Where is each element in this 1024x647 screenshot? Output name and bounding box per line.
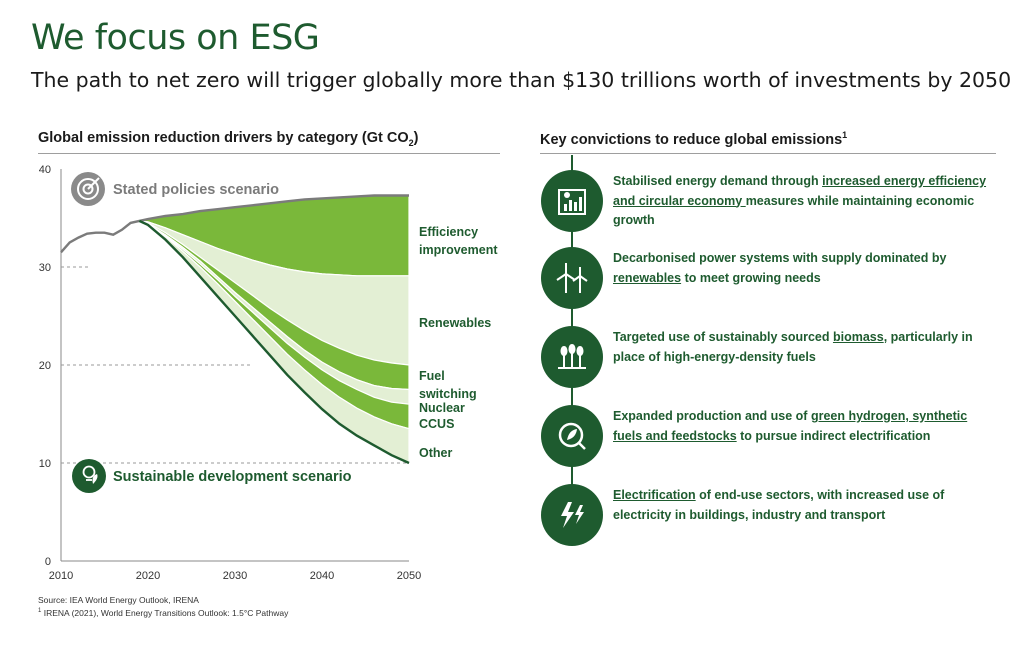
conviction-text: Stabilised energy demand through increas… [613,172,998,231]
chart-heading-subscript: 2 [408,137,414,148]
chart-heading-end: ) [413,130,419,146]
target-icon-arrow [87,177,100,190]
bulb-icon-glass [82,465,96,479]
conviction-highlight: renewables [613,270,682,285]
source-note: Source: IEA World Energy Outlook, IRENA … [38,595,288,619]
label-renewables: Renewables [419,316,491,330]
conviction-text-part: to pursue indirect electrification [736,428,931,443]
y-tick-label: 30 [39,262,51,274]
y-tick-label: 20 [39,360,51,372]
conviction-text-part: Expanded production and use of [613,409,811,423]
conviction-highlight: Electrification [613,488,696,502]
x-tick-label: 2050 [397,570,421,582]
leaf-icon [92,474,98,484]
label-efficiency: Efficiency [419,225,478,239]
sustainable-development-legend: Sustainable development scenario [72,459,352,493]
conviction-highlight: biomass [832,330,884,344]
conviction-text-part: , particularly in place of high-energy-d… [613,330,973,364]
conviction-text-part: Decarbonised power systems with supply d… [613,251,947,265]
chart-heading-text: Global emission reduction drivers by cat… [38,130,409,146]
source-line-2-text: IRENA (2021), World Energy Transitions O… [41,607,289,618]
target-icon-center [82,183,94,195]
conviction-text: Decarbonised power systems with supply d… [613,249,998,288]
x-tick-label: 2040 [310,570,334,582]
conviction-text: Targeted use of sustainably sourced biom… [613,328,998,367]
conviction-text-part: measures while maintaining economic grow… [613,193,975,228]
chart-heading: Global emission reduction drivers by cat… [38,130,419,148]
conviction-text: Electrification of end-use sectors, with… [613,486,998,525]
label-fuel: Fuel [419,369,445,383]
sustainable-development-line [138,219,410,465]
stated-policies-legend: Stated policies scenario [71,172,279,206]
label-other: Other [419,446,452,460]
convictions-heading-rule [540,153,996,154]
electricity-bolt-icon [541,484,603,546]
sustainable-development-label: Sustainable development scenario [113,469,352,485]
page-title: We focus on ESG [31,18,320,58]
conviction-highlight: green hydrogen, synthetic fuels and feed… [613,409,968,443]
conviction-text-part: of end-use sectors, with increased use o… [613,488,945,522]
target-icon-ring [77,178,99,200]
chart-heading-rule [38,153,500,154]
source-line-2-sup: 1 [38,608,42,614]
label-improvement: improvement [419,243,498,257]
wheat-biomass-icon [541,326,603,388]
conviction-text-part: Stabilised energy demand through [613,174,823,188]
conviction-text: Expanded production and use of green hyd… [613,407,998,446]
green-energy-plug-icon [541,405,603,467]
convictions-heading-text: Key convictions to reduce global emissio… [540,131,843,148]
x-tick-label: 2010 [49,570,73,582]
source-line-2: 1 IRENA (2021), World Energy Transitions… [38,606,288,619]
conviction-item: Expanded production and use of green hyd… [541,405,1001,467]
label-nuclear: Nuclear [419,401,465,415]
y-tick-label: 10 [39,458,51,470]
factory-efficiency-icon [541,170,603,232]
conviction-text-part: to meet growing needs [681,270,821,285]
page-subtitle: The path to net zero will trigger global… [31,68,1012,92]
conviction-item: Electrification of end-use sectors, with… [541,484,1001,546]
historical-line [60,219,140,254]
label-ccus: CCUS [419,417,454,431]
source-line-1: Source: IEA World Energy Outlook, IRENA [38,595,199,605]
stated-policies-line [139,194,409,223]
wind-turbine-icon [541,247,603,309]
label-switching: switching [419,387,477,401]
convictions-heading-sup: 1 [842,130,848,140]
conviction-item: Decarbonised power systems with supply d… [541,247,1001,309]
convictions-heading: Key convictions to reduce global emissio… [540,130,847,148]
x-tick-label: 2030 [223,570,247,582]
x-tick-label: 2020 [136,570,160,582]
conviction-item: Targeted use of sustainably sourced biom… [541,326,1001,388]
bulb-leaf-icon [72,459,106,493]
conviction-item: Stabilised energy demand through increas… [541,170,1001,232]
y-tick-label: 0 [45,556,51,568]
stated-policies-label: Stated policies scenario [113,182,279,198]
conviction-text-part: Targeted use of sustainably sourced [613,330,833,344]
conviction-highlight: increased energy efficiency and circular… [613,174,987,208]
y-tick-label: 40 [39,164,51,176]
